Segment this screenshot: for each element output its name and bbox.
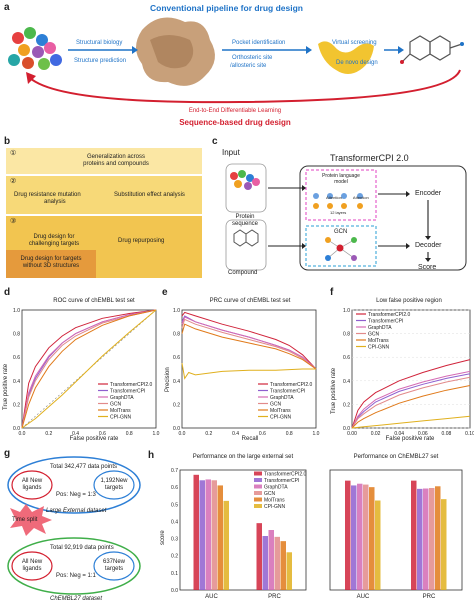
ligand-dots-icon — [8, 27, 62, 70]
step-structural-biology: Structural biology — [76, 40, 123, 46]
step-pocket-identification: Pocket identification — [232, 40, 286, 46]
panel-b-extra: Drug design for targets without 3D struc… — [6, 250, 96, 278]
layers-label: 12 layers — [330, 210, 347, 215]
panel-e-title: PRC curve of chEMBL test set — [209, 298, 291, 304]
panel-b-row-1: ① Generalization across proteins and com… — [6, 148, 202, 174]
large-left-1: All New — [21, 478, 43, 484]
large-right-2: targets — [104, 485, 124, 491]
pipeline-arrows — [68, 46, 404, 54]
row-1-line-1: Generalization across — [86, 154, 146, 160]
row-2-number: ② — [10, 178, 17, 185]
panel-a-title: Conventional pipeline for drug design — [150, 3, 304, 13]
chembl-left-1: All New — [21, 559, 43, 565]
decoder-label: Decoder — [415, 242, 442, 249]
step-de-novo-design: De novo design — [336, 60, 378, 66]
chembl-right-2: targets — [104, 566, 124, 572]
e2e-arrow — [29, 69, 461, 104]
panel-b-row-2: ② Drug resistance mutation analysis Subs… — [6, 176, 202, 214]
encoder-label: Encoder — [415, 190, 442, 197]
large-dataset-name: Large External dataset — [46, 508, 107, 514]
panel-a-illustration — [8, 17, 464, 104]
panel-d-title: ROC curve of chEMBL test set — [53, 298, 135, 304]
row-3-right: Drug repurposing — [118, 238, 165, 244]
panel-e-xlabel: Recall — [241, 436, 259, 442]
panel-d-label: d — [4, 287, 11, 298]
panel-a-label: a — [4, 2, 10, 13]
row-3-left-2: challenging targets — [28, 241, 80, 247]
row-1-number: ① — [10, 150, 17, 157]
protein-label-2: sequence — [231, 221, 259, 227]
step-structure-prediction: Structure prediction — [74, 58, 127, 64]
row-1-line-2: proteins and compounds — [83, 161, 149, 167]
protein-sequence-icon — [230, 170, 260, 190]
gcn-label: GCN — [334, 229, 348, 235]
panel-h-ylabel: score — [160, 530, 166, 545]
graph-network-icon — [325, 237, 357, 261]
plm-label-2: model — [334, 179, 348, 185]
panel-c-diagram — [225, 163, 467, 271]
panel-f-xlabel: False positive rate — [385, 436, 435, 442]
attention-layer-icon — [313, 193, 363, 209]
panel-c-arrows — [268, 185, 431, 262]
row-2-left-2: analysis — [44, 199, 66, 205]
time-split-label: Time split — [12, 517, 38, 523]
panel-f-title: Low false positive region — [376, 298, 442, 304]
panel-g-label: g — [4, 448, 11, 459]
e2e-title: Sequence-based drug design — [179, 118, 291, 127]
model-title: TransformerCPI 2.0 — [330, 153, 409, 163]
panel-h-label: h — [148, 450, 155, 461]
step-virtual-screening: Virtual screening — [332, 40, 377, 46]
protein-structure-icon — [136, 17, 215, 86]
chembl-ratio: Pos: Neg = 1:1 — [56, 573, 96, 579]
protein-language-model-box — [305, 169, 377, 221]
chembl-left-2: ligands — [22, 566, 42, 572]
step-allosteric-site: /allosteric site — [230, 63, 267, 69]
input-title: Input — [222, 148, 240, 157]
panel-e-label: e — [162, 287, 168, 298]
pocket-icon — [318, 41, 374, 74]
row-3-left-1: Drug design for — [33, 234, 75, 240]
chembl-total: Total 92,919 data points — [50, 545, 114, 551]
panel-f-label: f — [330, 287, 334, 298]
row-2-left-1: Drug resistance mutation — [14, 192, 81, 198]
score-label: Score — [418, 264, 437, 271]
e2e-label: End-to-End Differentiable Learning — [188, 108, 282, 114]
large-ratio: Pos: Neg = 1:3 — [56, 492, 96, 498]
chembl-dataset-name: ChEMBL27 dataset — [50, 596, 103, 602]
time-split-burst-icon — [10, 504, 52, 536]
row-2-right: Substitution effect analysis — [114, 192, 185, 198]
step-orthosteric-site: Orthosteric site — [232, 55, 273, 61]
molecule-icon — [400, 35, 464, 64]
plm-label-1: Protein language — [322, 173, 360, 179]
panel-c-label: c — [212, 136, 218, 147]
attention-label-2: Attention — [352, 195, 369, 200]
attention-label-1: Attention — [326, 195, 342, 200]
compound-icon — [233, 229, 259, 247]
row-3-extra-1: Drug design for targets — [20, 256, 82, 262]
e2e-arrowhead — [26, 72, 36, 84]
large-total: Total 342,477 data points — [50, 464, 118, 470]
row-3-extra-2: without 3D structures — [22, 263, 80, 269]
panel-b-label: b — [4, 136, 11, 147]
large-right-1: 1,192New — [100, 478, 128, 484]
large-left-2: ligands — [22, 485, 42, 491]
compound-label: Compound — [228, 270, 258, 276]
protein-label-1: Protein — [235, 214, 255, 220]
row-3-number: ③ — [10, 218, 17, 225]
panel-d-xlabel: False positive rate — [69, 436, 119, 442]
chembl-right-1: 637New — [102, 559, 125, 565]
